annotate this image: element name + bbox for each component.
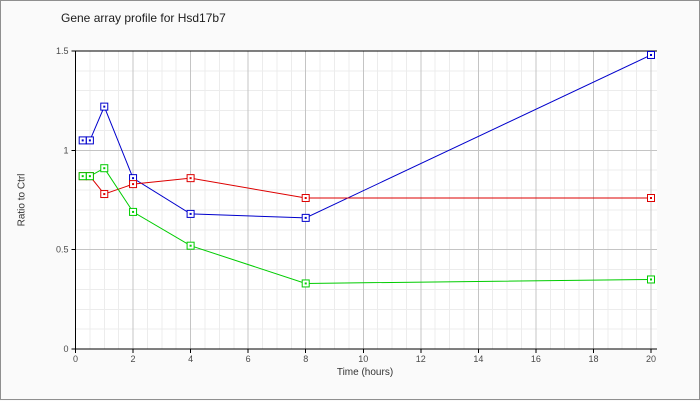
series-green-marker-dot	[132, 210, 135, 213]
x-tick-label: 20	[646, 354, 656, 364]
series-red-marker-dot	[304, 197, 307, 200]
series-green-marker-dot	[81, 175, 84, 178]
series-blue-marker-dot	[189, 212, 192, 215]
series-red-marker-dot	[189, 177, 192, 180]
series-green-marker-dot	[650, 278, 652, 281]
series-green-marker-dot	[304, 282, 307, 285]
x-tick-label: 16	[531, 354, 541, 364]
series-blue-marker-dot	[88, 139, 91, 142]
x-tick-label: 14	[473, 354, 483, 364]
plot-area	[75, 51, 657, 349]
series-blue-marker-dot	[650, 53, 652, 56]
x-tick-label: 2	[131, 354, 136, 364]
y-tick-label: 1.5	[56, 46, 69, 56]
series-green-marker-dot	[88, 175, 91, 178]
y-tick-label: 0	[63, 344, 68, 354]
x-tick-label: 4	[188, 354, 193, 364]
series-green-marker-dot	[103, 167, 106, 170]
x-tick-label: 10	[358, 354, 368, 364]
x-tick-label: 18	[588, 354, 598, 364]
series-blue-marker-dot	[304, 216, 307, 219]
x-axis-title: Time (hours)	[336, 367, 394, 378]
series-blue-marker-dot	[132, 177, 135, 180]
series-red-marker-dot	[103, 193, 106, 196]
series-blue-marker-dot	[81, 139, 84, 142]
x-tick-label: 6	[246, 354, 251, 364]
y-tick-label: 1	[63, 145, 68, 155]
x-tick-label: 8	[303, 354, 308, 364]
series-green-marker-dot	[189, 244, 192, 247]
y-tick-label: 0.5	[56, 245, 69, 255]
x-tick-label: 12	[416, 354, 426, 364]
series-blue-marker-dot	[103, 105, 106, 108]
chart-title: Gene array profile for Hsd17b7	[61, 11, 226, 25]
series-red-marker-dot	[650, 197, 652, 200]
x-tick-label: 0	[73, 354, 78, 364]
series-red-marker-dot	[132, 183, 135, 186]
